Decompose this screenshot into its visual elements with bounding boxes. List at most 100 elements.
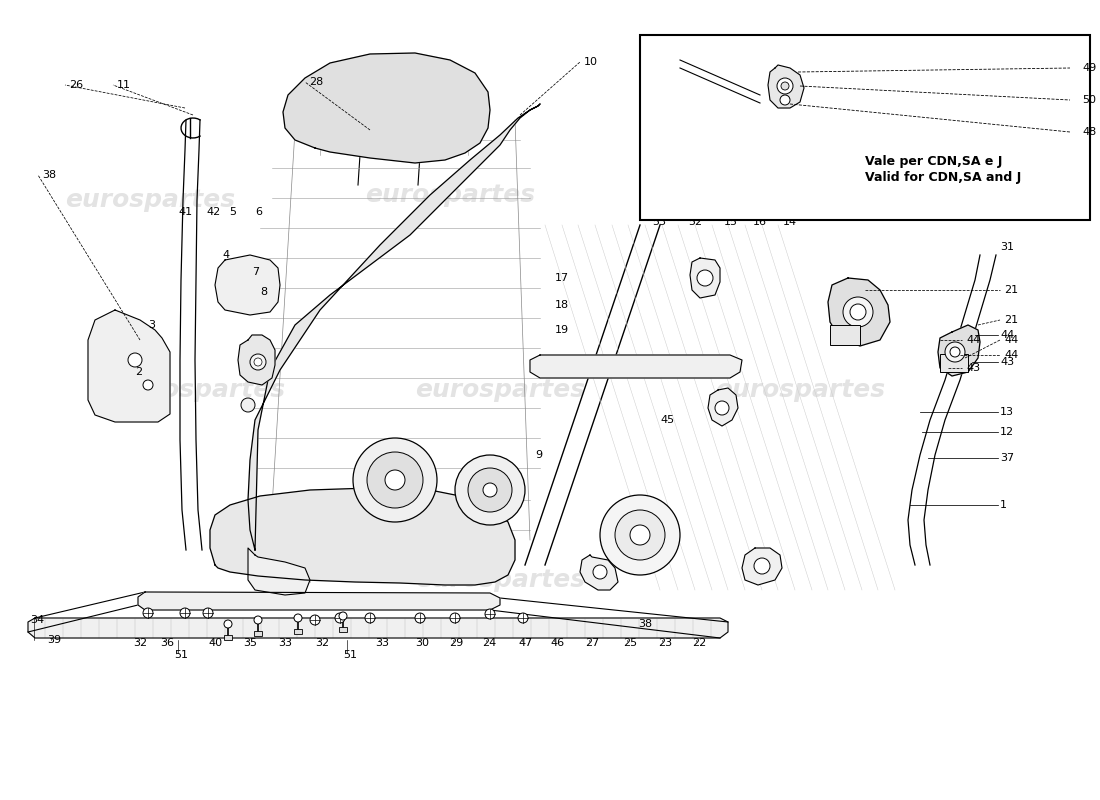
Polygon shape <box>580 555 618 590</box>
Text: 22: 22 <box>692 638 706 648</box>
Text: 38: 38 <box>42 170 56 180</box>
Polygon shape <box>248 104 540 550</box>
Circle shape <box>365 613 375 623</box>
Circle shape <box>450 613 460 623</box>
Circle shape <box>294 614 302 622</box>
Text: 8: 8 <box>260 287 267 297</box>
Circle shape <box>385 470 405 490</box>
Text: 13: 13 <box>1000 407 1014 417</box>
Text: eurospartes: eurospartes <box>65 188 235 212</box>
Polygon shape <box>690 258 721 298</box>
Text: 2: 2 <box>135 367 142 377</box>
Text: 43: 43 <box>966 363 980 373</box>
Circle shape <box>630 525 650 545</box>
Bar <box>339 627 346 632</box>
Polygon shape <box>742 548 782 585</box>
Text: 42: 42 <box>206 207 220 217</box>
Text: 4: 4 <box>222 250 229 260</box>
Text: 12: 12 <box>1000 427 1014 437</box>
Polygon shape <box>248 548 310 595</box>
Polygon shape <box>530 355 742 378</box>
Text: 27: 27 <box>585 638 600 648</box>
Circle shape <box>468 468 512 512</box>
Text: eurospartes: eurospartes <box>114 378 285 402</box>
Text: 44: 44 <box>1000 330 1014 340</box>
Text: eurospartes: eurospartes <box>415 568 585 592</box>
Text: eurospartes: eurospartes <box>715 378 886 402</box>
Text: 35: 35 <box>243 638 257 648</box>
Text: 33: 33 <box>375 638 389 648</box>
Text: 51: 51 <box>174 650 188 660</box>
Text: 32: 32 <box>315 638 329 648</box>
Text: 16: 16 <box>754 217 767 227</box>
Text: 3: 3 <box>148 320 155 330</box>
Text: 26: 26 <box>69 80 84 90</box>
Text: 34: 34 <box>30 615 44 625</box>
Circle shape <box>339 612 346 620</box>
Text: 23: 23 <box>658 638 672 648</box>
Text: 5: 5 <box>229 207 236 217</box>
Text: 1: 1 <box>1000 500 1006 510</box>
Circle shape <box>777 78 793 94</box>
Polygon shape <box>238 335 275 385</box>
Text: 20: 20 <box>1000 202 1014 212</box>
Circle shape <box>850 304 866 320</box>
Bar <box>830 325 860 345</box>
Circle shape <box>780 95 790 105</box>
Circle shape <box>697 270 713 286</box>
Bar <box>224 635 232 640</box>
Polygon shape <box>214 255 280 315</box>
Polygon shape <box>138 592 500 610</box>
Text: 44: 44 <box>1004 335 1019 345</box>
Text: 46: 46 <box>550 638 564 648</box>
Circle shape <box>485 609 495 619</box>
Polygon shape <box>283 53 490 163</box>
Circle shape <box>715 401 729 415</box>
Text: 19: 19 <box>556 325 569 335</box>
Text: 39: 39 <box>47 635 62 645</box>
Circle shape <box>593 565 607 579</box>
Polygon shape <box>768 65 804 108</box>
Text: 10: 10 <box>584 57 598 67</box>
Text: 52: 52 <box>688 217 702 227</box>
Text: 15: 15 <box>724 217 738 227</box>
Text: 45: 45 <box>660 415 674 425</box>
Circle shape <box>336 613 345 623</box>
Text: 9: 9 <box>535 450 542 460</box>
Circle shape <box>367 452 424 508</box>
Text: 48: 48 <box>1082 127 1097 137</box>
Circle shape <box>518 613 528 623</box>
Circle shape <box>180 608 190 618</box>
Bar <box>640 35 1090 220</box>
Text: 14: 14 <box>783 217 798 227</box>
Circle shape <box>204 608 213 618</box>
Text: 50: 50 <box>1082 95 1096 105</box>
Circle shape <box>843 297 873 327</box>
Circle shape <box>353 438 437 522</box>
Text: 37: 37 <box>1000 453 1014 463</box>
Text: 47: 47 <box>518 638 532 648</box>
Polygon shape <box>708 388 738 426</box>
Circle shape <box>128 353 142 367</box>
Polygon shape <box>88 310 170 422</box>
Text: 21: 21 <box>1004 285 1019 295</box>
Text: 28: 28 <box>309 77 323 87</box>
Circle shape <box>600 495 680 575</box>
Circle shape <box>254 616 262 624</box>
Text: eurospartes: eurospartes <box>415 378 585 402</box>
Text: 17: 17 <box>556 273 569 283</box>
Text: 33: 33 <box>278 638 292 648</box>
Text: 44: 44 <box>1004 350 1019 360</box>
Text: 29: 29 <box>449 638 463 648</box>
Polygon shape <box>28 618 728 638</box>
Circle shape <box>415 613 425 623</box>
Text: 7: 7 <box>252 267 260 277</box>
Circle shape <box>950 347 960 357</box>
Text: 32: 32 <box>133 638 147 648</box>
Circle shape <box>143 608 153 618</box>
Circle shape <box>310 615 320 625</box>
Text: 6: 6 <box>255 207 262 217</box>
Text: eurospartes: eurospartes <box>365 183 535 207</box>
Text: 30: 30 <box>415 638 429 648</box>
Text: 53: 53 <box>652 217 666 227</box>
